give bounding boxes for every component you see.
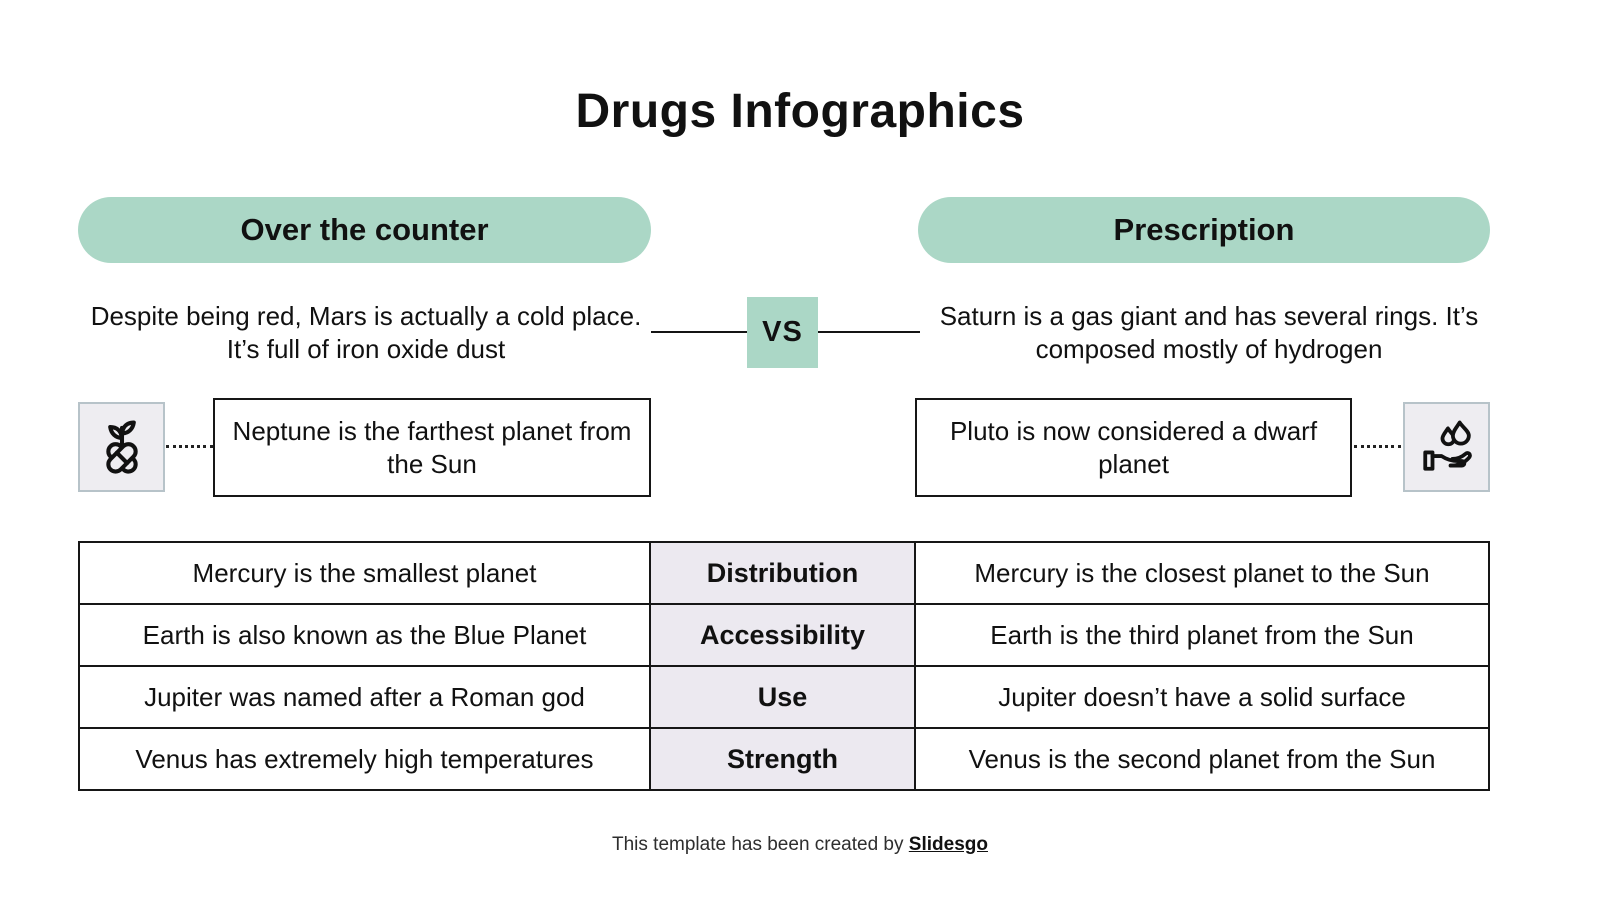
table-cell-left: Earth is also known as the Blue Planet	[78, 603, 651, 667]
table-cell-left: Jupiter was named after a Roman god	[78, 665, 651, 729]
vs-connector-line-left	[651, 331, 747, 333]
vs-badge: VS	[747, 297, 818, 368]
table-cell-attribute: Strength	[649, 727, 916, 791]
table-cell-left: Venus has extremely high temperatures	[78, 727, 651, 791]
table-row: Earth is also known as the Blue Planet A…	[78, 603, 1490, 667]
table-cell-attribute: Distribution	[649, 541, 916, 605]
hand-holding-drops-icon	[1418, 418, 1476, 476]
slidesgo-link[interactable]: Slidesgo	[908, 834, 988, 855]
note-text: Neptune is the farthest planet from the …	[232, 415, 632, 479]
note-box-right: Pluto is now considered a dwarf planet	[915, 398, 1352, 497]
table-cell-right: Venus is the second planet from the Sun	[914, 727, 1490, 791]
note-box-left: Neptune is the farthest planet from the …	[213, 398, 651, 497]
table-row: Mercury is the smallest planet Distribut…	[78, 541, 1490, 605]
table-cell-attribute: Use	[649, 665, 916, 729]
dotted-connector-right	[1354, 445, 1401, 448]
table-row: Venus has extremely high temperatures St…	[78, 727, 1490, 791]
header-pill-label: Prescription	[1113, 212, 1295, 247]
comparison-table: Mercury is the smallest planet Distribut…	[78, 541, 1490, 791]
header-pill-prescription: Prescription	[918, 197, 1490, 263]
table-cell-right: Jupiter doesn’t have a solid surface	[914, 665, 1490, 729]
table-cell-right: Mercury is the closest planet to the Sun	[914, 541, 1490, 605]
header-pill-label: Over the counter	[240, 212, 489, 247]
intro-text-left: Despite being red, Mars is actually a co…	[90, 301, 642, 364]
table-cell-right: Earth is the third planet from the Sun	[914, 603, 1490, 667]
header-pill-over-the-counter: Over the counter	[78, 197, 651, 263]
intro-text-right: Saturn is a gas giant and has several ri…	[939, 301, 1479, 364]
dotted-connector-left	[166, 445, 213, 448]
footer-text: This template has been created by	[612, 834, 909, 855]
table-cell-attribute: Accessibility	[649, 603, 916, 667]
icon-box-right	[1403, 402, 1490, 492]
note-text: Pluto is now considered a dwarf planet	[949, 415, 1318, 479]
table-cell-left: Mercury is the smallest planet	[78, 541, 651, 605]
icon-box-left	[78, 402, 165, 492]
table-row: Jupiter was named after a Roman god Use …	[78, 665, 1490, 729]
page-title: Drugs Infographics	[575, 85, 1025, 138]
footer-credit: This template has been created by Slides…	[0, 834, 1600, 856]
vs-connector-line-right	[818, 331, 920, 333]
herbal-capsules-icon	[93, 416, 151, 478]
